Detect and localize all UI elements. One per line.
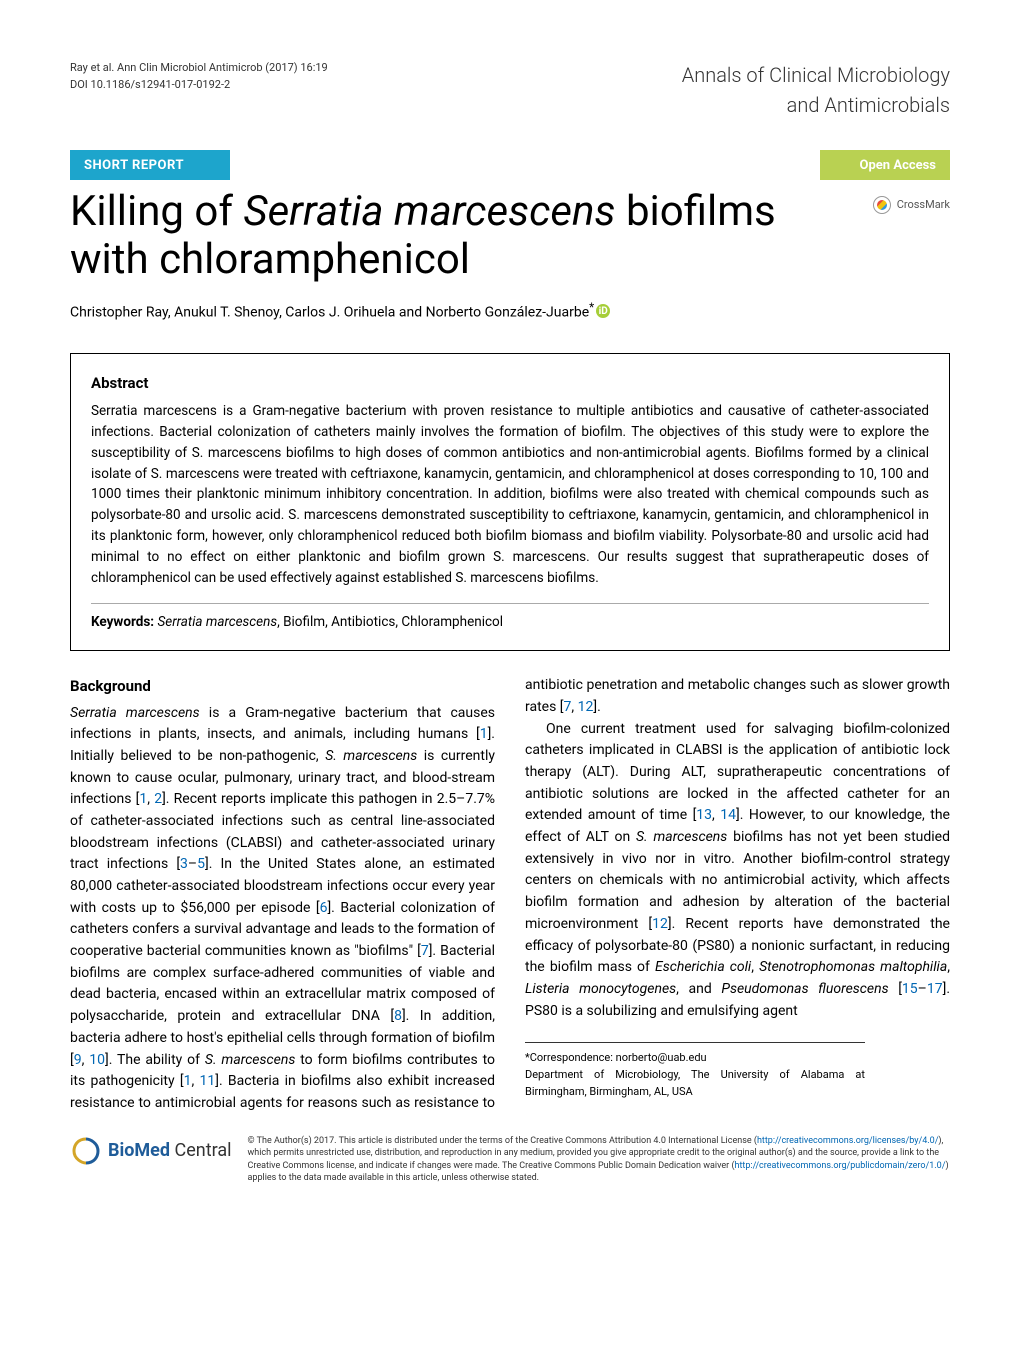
ref-link-8[interactable]: 8 — [394, 1008, 402, 1024]
correspondence-block: *Correspondence: norberto@uab.edu Depart… — [525, 1042, 865, 1100]
ref-link-9[interactable]: 9 — [74, 1052, 82, 1068]
ref-link-1[interactable]: 1 — [480, 726, 488, 742]
title-species: Serratia marcescens — [243, 187, 615, 236]
ref-link-11[interactable]: 11 — [199, 1073, 215, 1089]
journal-line1: Annals of Clinical Microbiology — [682, 60, 950, 90]
ref-link-7b[interactable]: 7 — [564, 699, 572, 715]
abstract-box: Abstract Serratia marcescens is a Gram-n… — [70, 353, 950, 651]
ref-link-5[interactable]: 5 — [197, 856, 205, 872]
authors-text: Christopher Ray, Anukul T. Shenoy, Carlo… — [70, 304, 589, 320]
ref-link-7[interactable]: 7 — [421, 943, 429, 959]
abstract-text: Serratia marcescens is a Gram-negative b… — [91, 401, 929, 589]
affiliation: Department of Microbiology, The Universi… — [525, 1066, 865, 1100]
bmc-text: BioMed Central — [108, 1137, 232, 1164]
author-list: Christopher Ray, Anukul T. Shenoy, Carlo… — [70, 299, 950, 324]
ref-link-1c[interactable]: 1 — [184, 1073, 192, 1089]
citation-line1: Ray et al. Ann Clin Microbiol Antimicrob… — [70, 60, 328, 77]
bmc-swirl-icon — [70, 1135, 102, 1167]
background-heading: Background — [70, 675, 495, 698]
correspondence-email: *Correspondence: norberto@uab.edu — [525, 1049, 865, 1066]
footer-block: BioMed Central © The Author(s) 2017. Thi… — [70, 1135, 950, 1185]
keywords-label: Keywords: — [91, 614, 154, 630]
ref-link-10[interactable]: 10 — [89, 1052, 105, 1068]
species-1: Serratia marcescens — [70, 705, 200, 721]
ref-link-17[interactable]: 17 — [927, 981, 943, 997]
email-address[interactable]: norberto@uab.edu — [616, 1051, 707, 1064]
crossmark-icon — [873, 196, 891, 214]
license-link-2[interactable]: http://creativecommons.org/publicdomain/… — [735, 1161, 946, 1171]
ref-link-2[interactable]: 2 — [154, 791, 162, 807]
license-link-1[interactable]: http://creativecommons.org/licenses/by/4… — [757, 1136, 938, 1146]
journal-line2: and Antimicrobials — [682, 90, 950, 120]
ref-link-3[interactable]: 3 — [180, 856, 188, 872]
title-part1: Killing of — [70, 187, 243, 236]
citation-info: Ray et al. Ann Clin Microbiol Antimicrob… — [70, 60, 328, 93]
article-title: Killing of Serratia marcescens biofilms … — [70, 188, 853, 285]
orcid-icon[interactable]: iD — [596, 304, 610, 318]
crossmark-button[interactable]: CrossMark — [873, 196, 950, 214]
ref-link-12[interactable]: 12 — [578, 699, 594, 715]
journal-title: Annals of Clinical Microbiology and Anti… — [682, 60, 950, 120]
corresponding-asterisk: * — [589, 300, 594, 314]
body-paragraph-2: One current treatment used for salvaging… — [525, 719, 950, 1023]
ref-link-13[interactable]: 13 — [696, 807, 712, 823]
ref-link-1b[interactable]: 1 — [139, 791, 147, 807]
license-text: © The Author(s) 2017. This article is di… — [248, 1135, 950, 1185]
ref-link-15[interactable]: 15 — [902, 981, 918, 997]
keywords-text: Serratia marcescens, Biofilm, Antibiotic… — [157, 614, 503, 630]
open-access-badge: Open Access — [820, 150, 950, 180]
citation-line2: DOI 10.1186/s12941-017-0192-2 — [70, 77, 328, 94]
keywords-line: Keywords: Serratia marcescens, Biofilm, … — [91, 603, 929, 632]
header-bar: Ray et al. Ann Clin Microbiol Antimicrob… — [70, 60, 950, 120]
biomed-central-logo[interactable]: BioMed Central — [70, 1135, 232, 1167]
abstract-heading: Abstract — [91, 372, 929, 395]
article-type-badge: SHORT REPORT — [70, 150, 230, 180]
ref-link-14[interactable]: 14 — [720, 807, 736, 823]
body-columns: Background Serratia marcescens is a Gram… — [70, 675, 950, 1114]
section-banner: SHORT REPORT Open Access — [70, 150, 950, 180]
ref-link-12b[interactable]: 12 — [652, 916, 668, 932]
crossmark-label: CrossMark — [897, 197, 950, 214]
